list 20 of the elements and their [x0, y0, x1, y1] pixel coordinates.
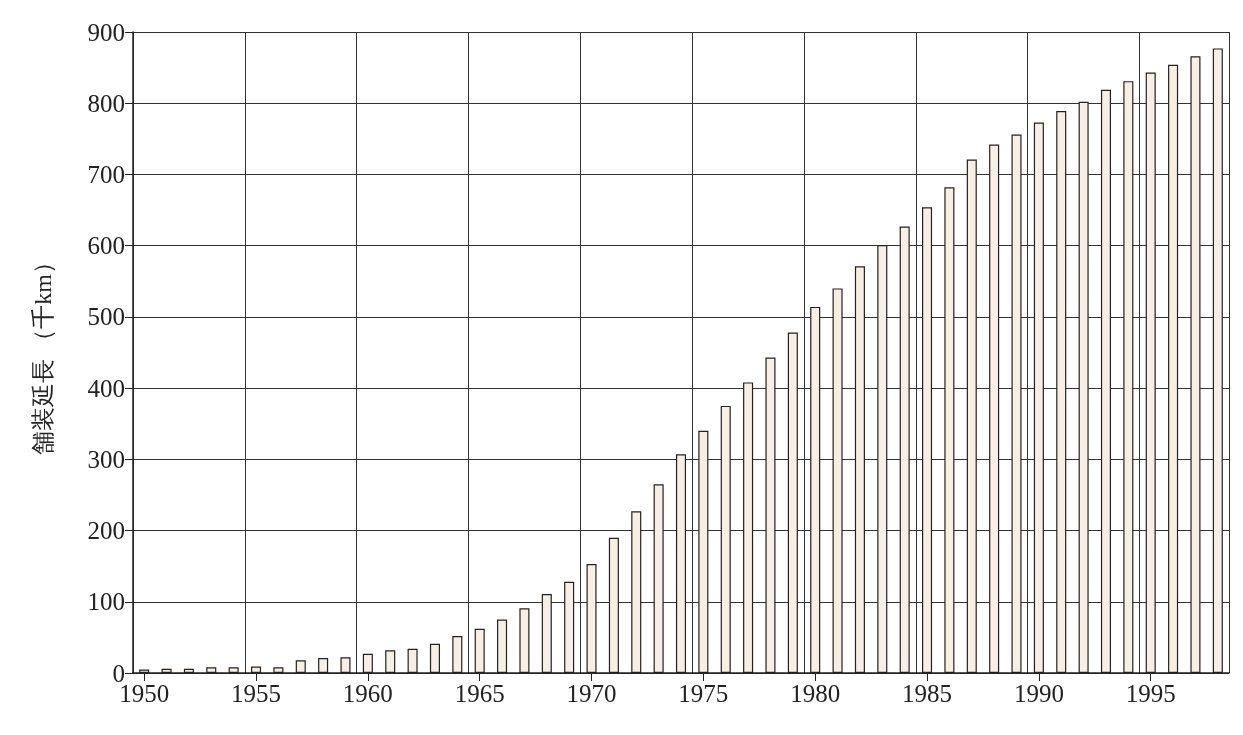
y-tick-label: 400 — [87, 374, 125, 402]
y-tick-label: 200 — [87, 517, 125, 545]
y-tick-label: 300 — [87, 445, 125, 473]
y-tick-label: 600 — [87, 232, 125, 260]
x-tick-label: 1995 — [1125, 680, 1176, 707]
x-tick-label: 1990 — [1013, 680, 1064, 707]
x-tick-label: 1980 — [790, 680, 841, 707]
x-tick-label: 1970 — [566, 680, 617, 707]
x-tick-label: 1965 — [454, 680, 505, 707]
y-tick-label: 0 — [112, 659, 125, 687]
y-tick-label: 800 — [87, 89, 125, 117]
y-tick-label: 700 — [87, 160, 125, 188]
y-axis-title: 舗装延長 （千km） — [30, 250, 56, 455]
x-tick-label: 1975 — [678, 680, 729, 707]
y-tick-label: 500 — [87, 303, 125, 331]
x-tick-label: 1960 — [342, 680, 393, 707]
y-tick-label: 900 — [87, 18, 125, 46]
y-tick-label: 100 — [87, 588, 125, 616]
x-tick-label: 1985 — [902, 680, 953, 707]
x-tick-label: 1955 — [231, 680, 282, 707]
